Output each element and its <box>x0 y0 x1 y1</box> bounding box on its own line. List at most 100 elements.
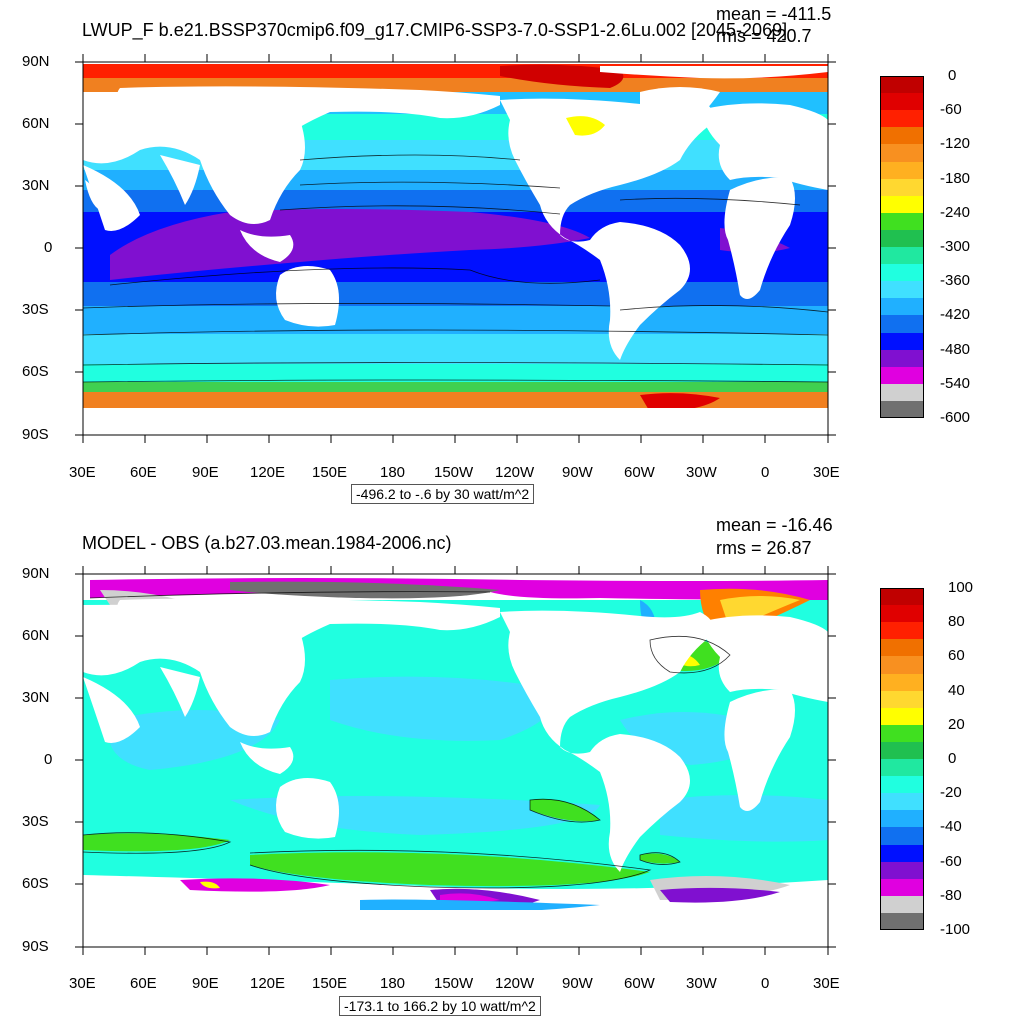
panel-1-contour-info: -496.2 to -.6 by 30 watt/m^2 <box>351 484 535 504</box>
colorbar-swatch <box>880 281 924 299</box>
colorbar-swatch <box>880 332 924 351</box>
panel-2-lon-label: 120W <box>495 975 535 992</box>
panel-1-lon-label: 0 <box>761 464 770 481</box>
colorbar-label: -300 <box>940 238 971 255</box>
colorbar-swatch <box>880 605 924 623</box>
colorbar-label: 100 <box>948 579 974 596</box>
panel-2-contour-info: -173.1 to 166.2 by 10 watt/m^2 <box>339 996 541 1016</box>
colorbar-label: -40 <box>940 818 962 836</box>
colorbar-label: -480 <box>940 340 971 358</box>
panel-2-lat-label: 0 <box>44 751 53 768</box>
colorbar-swatch <box>880 639 924 657</box>
colorbar-label: 0 <box>948 67 957 84</box>
panel-1-lon-label: 150W <box>434 464 474 481</box>
colorbar-swatch <box>880 400 924 419</box>
colorbar-label: -120 <box>940 135 971 153</box>
panel-2-lon-label: 30E <box>813 975 840 992</box>
panel-2-lon-label: 60W <box>624 975 655 992</box>
panel-1-title: LWUP_F b.e21.BSSP370cmip6.f09_g17.CMIP6-… <box>82 20 788 40</box>
panel-2-lon-label: 150E <box>312 975 348 992</box>
panel-2-lat-label: 30N <box>22 689 50 706</box>
panel-2-lon-label: 90E <box>192 975 219 992</box>
panel-1-mean: mean = -411.5 <box>716 4 832 24</box>
colorbar-label: 20 <box>948 715 965 733</box>
colorbar-swatch <box>880 793 924 811</box>
panel-1-lat-label: 30N <box>22 177 50 194</box>
colorbar-swatch <box>880 912 924 931</box>
colorbar-label: -60 <box>940 852 962 870</box>
panel-2-lon-label: 30W <box>686 975 717 992</box>
colorbar-swatch <box>880 844 924 863</box>
colorbar-swatch <box>880 673 924 692</box>
panel-2-colorbar <box>880 588 924 931</box>
colorbar-swatch <box>880 690 924 709</box>
panel-2-lon-label: 120E <box>250 975 286 992</box>
panel-2-lon-label: 60E <box>130 975 157 992</box>
panel-1-lat-label: 90S <box>22 426 49 443</box>
panel-1-lon-label: 60E <box>130 464 157 481</box>
colorbar-label: -240 <box>940 203 971 221</box>
colorbar-swatch <box>880 827 924 845</box>
colorbar-swatch <box>880 229 924 248</box>
colorbar-swatch <box>880 810 924 828</box>
panel-2-lon-label: 30E <box>69 975 96 992</box>
colorbar-swatch <box>880 247 924 265</box>
colorbar-label: -540 <box>940 374 971 392</box>
panel-2-title: MODEL - OBS (a.b27.03.mean.1984-2006.nc) <box>82 533 452 553</box>
panel-2-lon-label: 180 <box>380 975 406 992</box>
colorbar-swatch <box>880 110 924 128</box>
panel-1-lon-label: 120E <box>250 464 286 481</box>
panel-1-colorbar <box>880 76 924 419</box>
panel-1-lon-label: 120W <box>495 464 535 481</box>
panel-2-rms: rms = 26.87 <box>716 538 812 558</box>
panel-2-lon-label: 90W <box>562 975 593 992</box>
panel-2-lon-label: 150W <box>434 975 474 992</box>
colorbar-swatch <box>880 212 924 231</box>
colorbar-swatch <box>880 76 924 94</box>
panel-2-mean: mean = -16.46 <box>716 515 833 535</box>
colorbar-label: -420 <box>940 306 971 324</box>
panel-1-rms: rms = 420.7 <box>716 26 812 46</box>
panel-1-lon-label: 60W <box>624 464 655 481</box>
panel-1-lon-label: 30E <box>69 464 96 481</box>
colorbar-swatch <box>880 588 924 606</box>
colorbar-label: -600 <box>940 409 971 426</box>
panel-1-lon-label: 90E <box>192 464 219 481</box>
colorbar-swatch <box>880 264 924 282</box>
panel-1-lat-label: 0 <box>44 239 53 256</box>
colorbar-swatch <box>880 161 924 180</box>
colorbar-label: 80 <box>948 613 965 631</box>
colorbar-swatch <box>880 895 924 914</box>
panel-1-lon-label: 30W <box>686 464 717 481</box>
colorbar-swatch <box>880 195 924 214</box>
colorbar-swatch <box>880 127 924 145</box>
panel-2-lat-label: 90N <box>22 565 50 582</box>
colorbar-label: -100 <box>940 921 971 938</box>
colorbar-swatch <box>880 315 924 333</box>
panel-1-lat-label: 90N <box>22 53 50 70</box>
colorbar-swatch <box>880 724 924 743</box>
panel-2-lat-label: 90S <box>22 938 49 955</box>
colorbar-swatch <box>880 178 924 197</box>
panel-1-lat-label: 60N <box>22 115 50 132</box>
colorbar-swatch <box>880 861 924 880</box>
colorbar-label: -60 <box>940 101 962 119</box>
colorbar-swatch <box>880 776 924 794</box>
colorbar-label: -360 <box>940 272 971 290</box>
colorbar-swatch <box>880 144 924 162</box>
panel-2-lat-label: 60S <box>22 875 49 892</box>
colorbar-label: -20 <box>940 784 962 802</box>
colorbar-swatch <box>880 759 924 777</box>
panel-2-lat-label: 30S <box>22 813 49 830</box>
colorbar-swatch <box>880 93 924 111</box>
panel-2-lon-label: 0 <box>761 975 770 992</box>
colorbar-swatch <box>880 349 924 368</box>
colorbar-swatch <box>880 656 924 674</box>
colorbar-swatch <box>880 741 924 760</box>
colorbar-swatch <box>880 878 924 897</box>
colorbar-swatch <box>880 707 924 726</box>
colorbar-swatch <box>880 366 924 385</box>
colorbar-label: -180 <box>940 169 971 187</box>
